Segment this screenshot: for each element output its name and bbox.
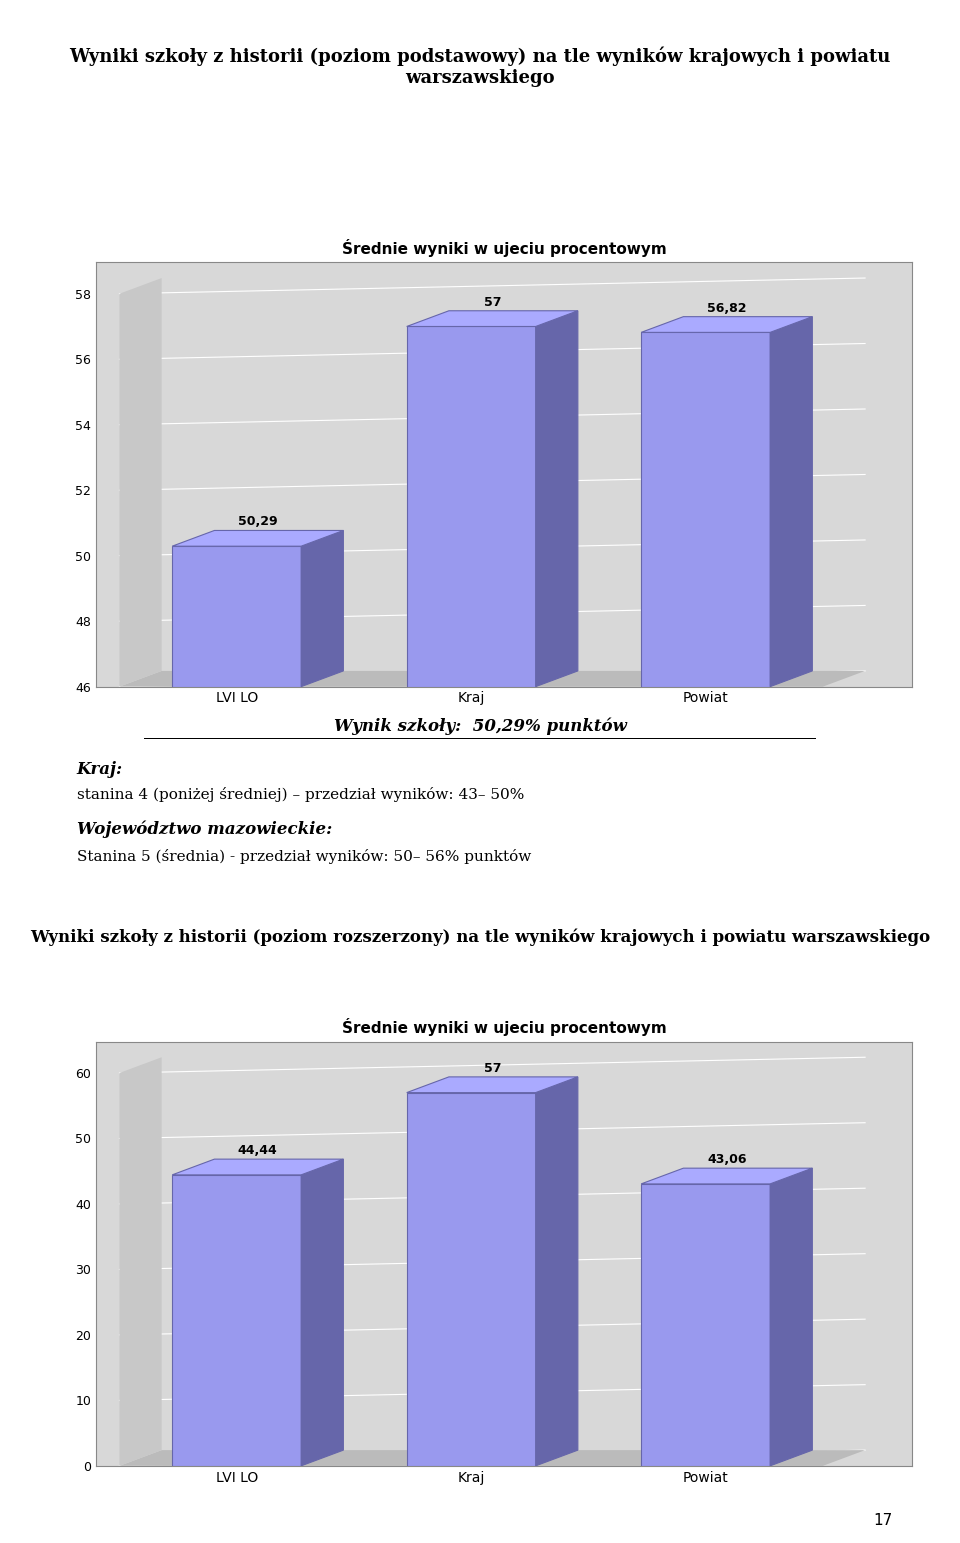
Polygon shape	[770, 316, 812, 687]
Text: 17: 17	[874, 1512, 893, 1528]
Text: Wyniki szkoły z historii (poziom rozszerzony) na tle wyników krajowych i powiatu: Wyniki szkoły z historii (poziom rozszer…	[30, 929, 930, 946]
Polygon shape	[536, 310, 578, 687]
Polygon shape	[119, 278, 161, 687]
Polygon shape	[407, 1077, 578, 1092]
Polygon shape	[770, 1168, 812, 1466]
Polygon shape	[172, 1159, 344, 1174]
Polygon shape	[119, 1057, 161, 1466]
Polygon shape	[301, 531, 344, 687]
Title: Średnie wyniki w ujeciu procentowym: Średnie wyniki w ujeciu procentowym	[342, 1018, 666, 1037]
Polygon shape	[641, 316, 812, 332]
Text: Kraj:: Kraj:	[77, 761, 123, 778]
Bar	[407, 1092, 536, 1466]
Text: 57: 57	[484, 1062, 501, 1075]
Polygon shape	[641, 1168, 812, 1183]
Text: stanina 4 (poniżej średniej) – przedział wyników: 43– 50%: stanina 4 (poniżej średniej) – przedział…	[77, 787, 524, 802]
Text: 44,44: 44,44	[238, 1145, 277, 1157]
Bar	[172, 1174, 301, 1466]
Text: 57: 57	[484, 296, 501, 309]
Text: 50,29: 50,29	[238, 515, 277, 529]
Text: Województwo mazowieckie:: Województwo mazowieckie:	[77, 821, 332, 838]
Text: Stanina 5 (średnia) - przedział wyników: 50– 56% punktów: Stanina 5 (średnia) - przedział wyników:…	[77, 849, 531, 864]
Bar	[641, 332, 770, 687]
Polygon shape	[172, 531, 344, 546]
Polygon shape	[407, 310, 578, 327]
Polygon shape	[301, 1159, 344, 1466]
Title: Średnie wyniki w ujeciu procentowym: Średnie wyniki w ujeciu procentowym	[342, 239, 666, 258]
Text: 56,82: 56,82	[707, 302, 747, 315]
Bar	[407, 327, 536, 687]
Bar	[641, 1183, 770, 1466]
Bar	[172, 546, 301, 687]
Polygon shape	[119, 1450, 865, 1466]
Text: Wyniki szkoły z historii (poziom podstawowy) na tle wyników krajowych i powiatu : Wyniki szkoły z historii (poziom podstaw…	[69, 46, 891, 86]
Polygon shape	[536, 1077, 578, 1466]
Text: Wynik szkoły:  50,29% punktów: Wynik szkoły: 50,29% punktów	[333, 717, 627, 734]
Polygon shape	[119, 671, 865, 687]
Text: 43,06: 43,06	[707, 1153, 747, 1167]
